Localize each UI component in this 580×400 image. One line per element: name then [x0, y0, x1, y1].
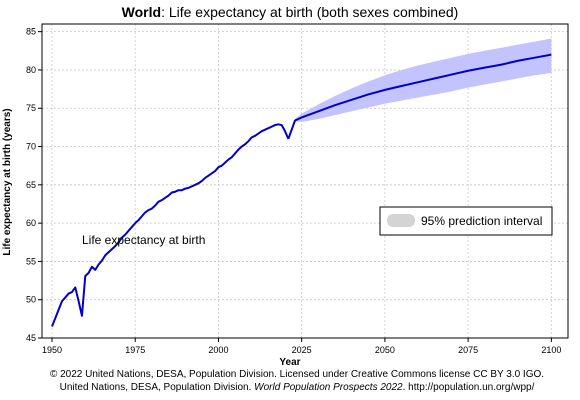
y-tick-label: 65 [26, 180, 36, 190]
y-tick-label: 80 [26, 65, 36, 75]
y-tick-label: 60 [26, 218, 36, 228]
estimate-line [51, 123, 290, 327]
x-tick-label: 2050 [375, 345, 395, 355]
series-label: Life expectancy at birth [82, 233, 205, 247]
legend-label: 95% prediction interval [421, 214, 542, 228]
legend-swatch [387, 214, 415, 227]
projection-line [287, 53, 552, 140]
credit-line-2: United Nations, DESA, Population Divisio… [60, 382, 535, 393]
tick-layer: 1950 1975 2000 2025 2050 2075 2100 45 50 55 60 65 70… [26, 27, 561, 355]
credit-line-2-title: World Population Prospects 2022 [254, 382, 403, 393]
y-tick-label: 45 [26, 333, 36, 343]
x-axis-label: Year [279, 357, 300, 368]
x-tick-label: 2000 [208, 345, 228, 355]
series-line-layer [51, 53, 552, 327]
x-tick-label: 2025 [292, 345, 312, 355]
x-tick-label: 1975 [125, 345, 145, 355]
chart-title-bold: World [122, 4, 161, 20]
chart-title: World: Life expectancy at birth (both se… [122, 4, 459, 20]
y-tick-label: 55 [26, 256, 36, 266]
y-tick-label: 70 [26, 142, 36, 152]
credit-line-2-suffix: . http://population.un.org/wpp/ [403, 382, 535, 393]
credit-line-1: © 2022 United Nations, DESA, Population … [50, 369, 544, 380]
y-tick-label: 75 [26, 103, 36, 113]
y-axis-label: Life expectancy at birth (years) [2, 108, 13, 255]
x-tick-label: 2075 [458, 345, 478, 355]
y-tick-label: 85 [26, 27, 36, 37]
chart-title-rest: : Life expectancy at birth (both sexes c… [161, 4, 458, 20]
x-tick-label: 2100 [541, 345, 561, 355]
y-tick-label: 50 [26, 295, 36, 305]
credit-line-2-prefix: United Nations, DESA, Population Divisio… [60, 382, 255, 393]
plot-frame [41, 23, 569, 339]
x-tick-label: 1950 [42, 345, 62, 355]
legend: 95% prediction interval [379, 206, 553, 236]
